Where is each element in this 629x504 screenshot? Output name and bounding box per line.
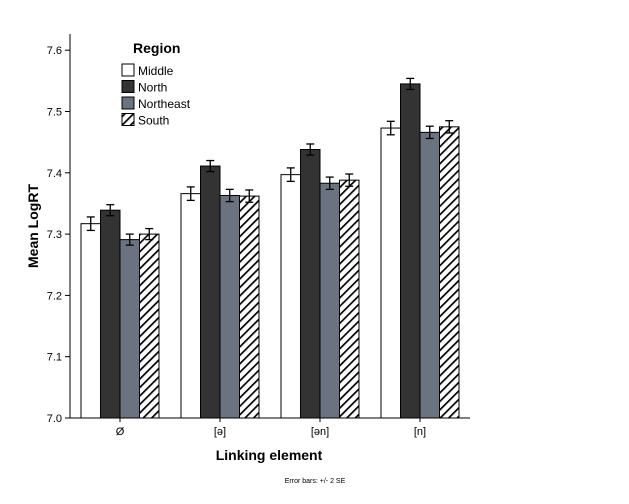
error-bar-middle-3 — [386, 120, 395, 136]
error-bar-north-3 — [406, 77, 415, 91]
error-bar-northeast-3 — [425, 125, 434, 140]
legend-label-middle: Middle — [138, 64, 174, 78]
y-tick-label: 7.3 — [47, 229, 62, 241]
bar-north-0 — [100, 209, 121, 419]
y-ticks: 7.0 7.1 7.2 7.3 7.4 7.5 7.6 — [47, 45, 70, 425]
error-bar-south-1 — [245, 189, 254, 203]
y-axis-title: Mean LogRT — [25, 184, 41, 268]
footnote: Error bars: +/- 2 SE — [285, 478, 346, 485]
bar-middle-2 — [280, 174, 301, 419]
bar-northeast-0 — [119, 239, 140, 419]
bar-north-3 — [400, 83, 421, 419]
bar-south-0 — [139, 233, 160, 419]
error-bar-north-2 — [306, 143, 315, 156]
bar-middle-0 — [80, 223, 101, 419]
bar-northeast-1 — [219, 194, 240, 419]
x-axis-title: Linking element — [216, 447, 323, 463]
error-bar-south-0 — [145, 227, 154, 241]
x-ticks: Ø [ə] [ən] [n] — [116, 418, 426, 438]
legend-label-northeast: Northeast — [138, 97, 191, 111]
legend-label-south: South — [138, 114, 169, 128]
y-tick-label: 7.4 — [47, 168, 62, 180]
x-tick-label: [ə] — [214, 426, 226, 438]
bar-north-1 — [200, 165, 221, 419]
error-bar-northeast-2 — [325, 176, 334, 191]
error-bar-north-0 — [106, 204, 115, 217]
legend: Region Middle North Northeast South — [121, 40, 191, 128]
bar-northeast-3 — [419, 131, 440, 419]
bar-south-1 — [239, 195, 260, 419]
error-bar-south-2 — [345, 173, 354, 187]
error-bar-northeast-0 — [125, 233, 134, 246]
y-tick-label: 7.1 — [47, 352, 62, 364]
y-tick-label: 7.0 — [47, 413, 62, 425]
bar-north-2 — [300, 149, 321, 419]
bar-middle-1 — [180, 193, 201, 419]
legend-label-north: North — [138, 81, 167, 95]
bar-northeast-2 — [319, 182, 340, 419]
legend-title: Region — [133, 40, 180, 56]
legend-swatch-north — [121, 80, 135, 93]
error-bar-north-1 — [206, 159, 215, 173]
error-bar-northeast-1 — [225, 188, 234, 203]
error-bar-middle-2 — [286, 167, 295, 183]
legend-swatch-south — [121, 113, 135, 126]
x-tick-label: [ən] — [311, 426, 329, 438]
x-tick-label: Ø — [116, 426, 125, 438]
legend-swatch-middle — [121, 63, 135, 77]
bar-middle-3 — [380, 127, 401, 419]
x-tick-label: [n] — [414, 426, 426, 438]
y-tick-label: 7.5 — [47, 107, 62, 119]
legend-swatch-northeast — [121, 96, 135, 110]
bars — [80, 83, 460, 419]
y-tick-label: 7.2 — [47, 290, 62, 302]
y-tick-label: 7.6 — [47, 45, 62, 57]
error-bars — [86, 77, 454, 246]
error-bar-middle-1 — [186, 186, 195, 202]
error-bar-south-3 — [445, 120, 454, 134]
bar-south-2 — [339, 179, 360, 419]
bar-south-3 — [439, 126, 460, 419]
error-bar-middle-0 — [86, 216, 95, 232]
